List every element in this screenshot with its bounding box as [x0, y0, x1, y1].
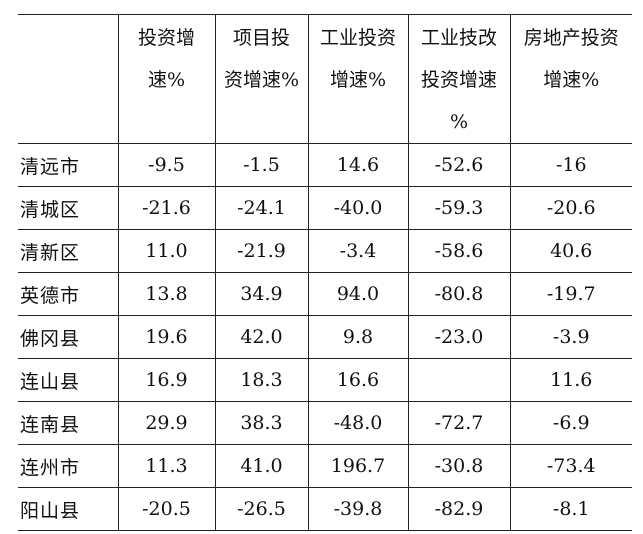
cell: -30.8: [407, 444, 511, 488]
cell: 9.8: [307, 315, 409, 359]
cell: 18.3: [214, 358, 309, 402]
cell: 11.3: [117, 444, 216, 488]
header-line: 速%: [147, 69, 186, 91]
row-label: 佛冈县: [18, 315, 119, 359]
row-label: 清新区: [18, 229, 119, 273]
cell: -72.7: [407, 401, 511, 445]
cell: 13.8: [117, 272, 216, 316]
cell: -21.6: [117, 186, 216, 230]
header-cell: 工业技改投资增速%: [407, 14, 511, 144]
cell: 40.6: [509, 229, 632, 273]
header-line: 工业技改: [420, 27, 497, 49]
cell: -20.5: [117, 487, 216, 531]
cell: -23.0: [407, 315, 511, 359]
cell: -20.6: [509, 186, 632, 230]
header-line: 房地产投资: [523, 27, 619, 49]
header-line: 投资增: [137, 27, 195, 49]
cell: 94.0: [307, 272, 409, 316]
cell: -21.9: [214, 229, 309, 273]
data-row: 阳山县 -20.5 -26.5 -39.8 -82.9 -8.1: [18, 487, 632, 531]
cell: -3.9: [509, 315, 632, 359]
cell: -82.9: [407, 487, 511, 531]
header-line: %: [449, 111, 469, 133]
row-label: 连山县: [18, 358, 119, 402]
data-row: 英德市 13.8 34.9 94.0 -80.8 -19.7: [18, 272, 632, 316]
cell: -16: [509, 143, 632, 187]
header-line: 增速%: [329, 69, 387, 91]
cell: 41.0: [214, 444, 309, 488]
row-label: 清远市: [18, 143, 119, 187]
cell: 29.9: [117, 401, 216, 445]
row-label: 清城区: [18, 186, 119, 230]
cell: 16.9: [117, 358, 216, 402]
cell: 19.6: [117, 315, 216, 359]
cell: -59.3: [407, 186, 511, 230]
header-line: 投资增速: [420, 69, 497, 91]
cell: -19.7: [509, 272, 632, 316]
row-label: 连州市: [18, 444, 119, 488]
header-line: 工业投资: [319, 27, 396, 49]
cell: -58.6: [407, 229, 511, 273]
cell: -26.5: [214, 487, 309, 531]
cell: 11.6: [509, 358, 632, 402]
cell: -52.6: [407, 143, 511, 187]
cell: 42.0: [214, 315, 309, 359]
cell: -80.8: [407, 272, 511, 316]
header-cell: 项目投资增速%: [214, 14, 309, 144]
cell: -3.4: [307, 229, 409, 273]
cell: -9.5: [117, 143, 216, 187]
data-row: 连南县 29.9 38.3 -48.0 -72.7 -6.9: [18, 401, 632, 445]
row-label: 英德市: [18, 272, 119, 316]
header-cell: 房地产投资增速%: [509, 14, 632, 144]
cell: 14.6: [307, 143, 409, 187]
header-cell: [18, 14, 119, 144]
cell: -8.1: [509, 487, 632, 531]
data-row: 清新区 11.0 -21.9 -3.4 -58.6 40.6: [18, 229, 632, 273]
header-line: 增速%: [543, 69, 600, 91]
data-row: 连山县 16.9 18.3 16.6 11.6: [18, 358, 632, 402]
data-row: 连州市 11.3 41.0 196.7 -30.8 -73.4: [18, 444, 632, 488]
row-label: 阳山县: [18, 487, 119, 531]
header-row: 投资增 速% 项目投 资增速% 工业投资 增速% 工业技改 投资增速% 房地产投资 增速%: [18, 14, 632, 144]
cell: -48.0: [307, 401, 409, 445]
data-table: 投资增 速% 项目投 资增速% 工业投资 增速% 工业技改 投资增速% 房地产投资 增速% 清远市 -…: [18, 14, 632, 531]
cell: -39.8: [307, 487, 409, 531]
cell: 11.0: [117, 229, 216, 273]
cell: -6.9: [509, 401, 632, 445]
header-cell: 工业投资增速%: [307, 14, 409, 144]
cell: -24.1: [214, 186, 309, 230]
cell: 196.7: [307, 444, 409, 488]
table-body: 投资增 速% 项目投 资增速% 工业投资 增速% 工业技改 投资增速% 房地产投资 增速% 清远市 -…: [18, 14, 632, 531]
cell: 38.3: [214, 401, 309, 445]
data-row: 清远市 -9.5 -1.5 14.6 -52.6 -16: [18, 143, 632, 187]
data-row: 清城区 -21.6 -24.1 -40.0 -59.3 -20.6: [18, 186, 632, 230]
cell: -73.4: [509, 444, 632, 488]
header-line: 资增速%: [223, 69, 300, 91]
cell: -1.5: [214, 143, 309, 187]
cell: -40.0: [307, 186, 409, 230]
cell: [407, 358, 511, 402]
data-row: 佛冈县 19.6 42.0 9.8 -23.0 -3.9: [18, 315, 632, 359]
cell: 34.9: [214, 272, 309, 316]
header-cell: 投资增速%: [117, 14, 216, 144]
row-label: 连南县: [18, 401, 119, 445]
header-line: 项目投: [232, 27, 290, 49]
cell: 16.6: [307, 358, 409, 402]
